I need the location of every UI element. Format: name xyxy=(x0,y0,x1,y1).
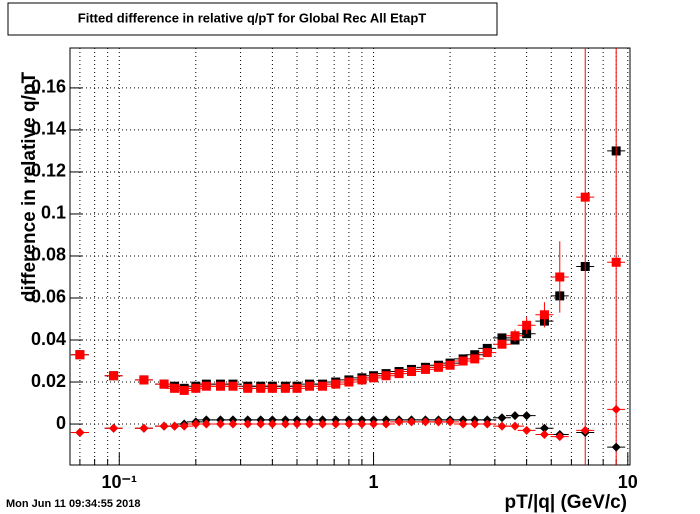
diamond-marker xyxy=(381,419,391,429)
square-marker xyxy=(305,381,315,391)
y-tick-label: 0.06 xyxy=(31,287,66,307)
y-tick-label: 0.12 xyxy=(31,161,66,181)
x-tick-label: 10⁻¹ xyxy=(102,472,138,492)
square-marker xyxy=(215,381,225,391)
square-marker xyxy=(292,383,302,393)
square-marker xyxy=(280,383,290,393)
square-marker xyxy=(228,381,238,391)
square-marker xyxy=(170,383,180,393)
square-marker xyxy=(497,333,507,343)
square-marker xyxy=(406,367,416,377)
diamond-marker xyxy=(228,419,238,429)
diamond-marker xyxy=(267,419,277,429)
diamond-marker xyxy=(292,419,302,429)
diamond-marker xyxy=(555,432,565,442)
square-marker xyxy=(458,356,468,366)
square-marker xyxy=(381,371,391,381)
x-axis-label: pT/|q| (GeV/c) xyxy=(504,492,627,513)
diamond-marker xyxy=(420,417,430,427)
y-tick-label: 0.08 xyxy=(31,245,66,265)
y-tick-label: 0.14 xyxy=(31,119,66,139)
square-marker xyxy=(445,360,455,370)
square-marker xyxy=(267,383,277,393)
diamond-marker xyxy=(497,413,507,423)
diamond-marker xyxy=(510,411,520,421)
diamond-marker xyxy=(318,419,328,429)
diamond-marker xyxy=(510,421,520,431)
diamond-marker xyxy=(580,425,590,435)
y-tick-label: 0.04 xyxy=(31,329,66,349)
square-marker xyxy=(433,362,443,372)
square-marker xyxy=(159,379,169,389)
square-marker xyxy=(191,383,201,393)
diamond-marker xyxy=(611,442,621,452)
square-marker xyxy=(344,377,354,387)
square-marker xyxy=(179,385,189,395)
diamond-marker xyxy=(109,423,119,433)
square-marker xyxy=(580,192,590,202)
diamond-marker xyxy=(445,417,455,427)
diamond-marker xyxy=(539,430,549,440)
x-tick-label: 1 xyxy=(369,472,379,492)
square-marker xyxy=(420,364,430,374)
square-marker xyxy=(539,310,549,320)
square-marker xyxy=(482,348,492,358)
diamond-marker xyxy=(406,417,416,427)
diamond-marker xyxy=(482,419,492,429)
square-marker xyxy=(470,354,480,364)
square-marker xyxy=(139,375,149,385)
square-marker xyxy=(75,350,85,360)
diamond-marker xyxy=(369,419,379,429)
square-marker xyxy=(318,381,328,391)
y-tick-label: 0 xyxy=(56,413,66,433)
diamond-marker xyxy=(305,419,315,429)
diamond-marker xyxy=(357,419,367,429)
diamond-marker xyxy=(170,421,180,431)
y-axis-label: difference in relative q/pT xyxy=(19,72,40,303)
diamond-marker xyxy=(470,419,480,429)
square-marker xyxy=(256,383,266,393)
chart-title: Fitted difference in relative q/pT for G… xyxy=(78,10,426,25)
diamond-marker xyxy=(344,419,354,429)
diamond-marker xyxy=(522,411,532,421)
title-box xyxy=(7,2,498,36)
diamond-marker xyxy=(497,421,507,431)
square-marker xyxy=(109,371,119,381)
diamond-marker xyxy=(331,419,341,429)
x-tick-label: 10 xyxy=(618,472,638,492)
diamond-marker xyxy=(179,421,189,431)
y-tick-label: 0.02 xyxy=(31,371,66,391)
square-marker xyxy=(357,375,367,385)
y-tick-label: 0.1 xyxy=(41,203,66,223)
square-marker xyxy=(394,369,404,379)
square-marker xyxy=(369,373,379,383)
diamond-marker xyxy=(159,421,169,431)
square-marker xyxy=(611,257,621,267)
diamond-marker xyxy=(256,419,266,429)
square-marker xyxy=(522,320,532,330)
square-marker xyxy=(555,272,565,282)
diamond-marker xyxy=(201,419,211,429)
date-stamp: Mon Jun 11 09:34:55 2018 xyxy=(6,498,141,510)
y-tick-label: 0.16 xyxy=(31,77,66,97)
square-marker xyxy=(243,383,253,393)
diamond-marker xyxy=(394,417,404,427)
diamond-marker xyxy=(215,419,225,429)
square-marker xyxy=(201,381,211,391)
diamond-marker xyxy=(433,417,443,427)
diamond-marker xyxy=(522,425,532,435)
square-marker xyxy=(510,331,520,341)
diamond-marker xyxy=(139,423,149,433)
plot-frame xyxy=(69,47,631,466)
diamond-marker xyxy=(243,419,253,429)
diamond-marker xyxy=(75,427,85,437)
diamond-marker xyxy=(191,419,201,429)
square-marker xyxy=(331,379,341,389)
diamond-marker xyxy=(539,423,549,433)
square-marker xyxy=(497,339,507,349)
diamond-marker xyxy=(458,419,468,429)
diamond-marker xyxy=(611,404,621,414)
diamond-marker xyxy=(280,419,290,429)
